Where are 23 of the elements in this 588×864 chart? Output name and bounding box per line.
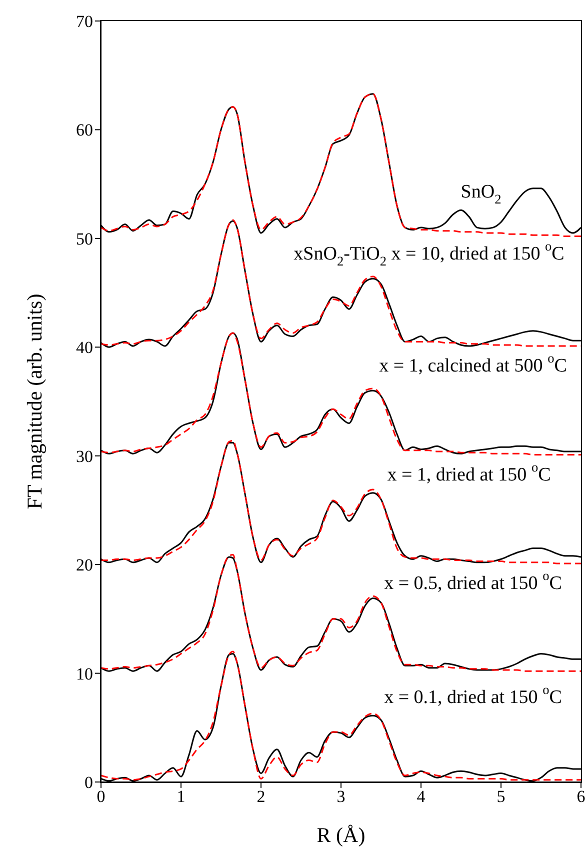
annotation: x = 0.5, dried at 150 $^{o}$C	[384, 568, 562, 594]
y-tick-label: 10	[76, 664, 93, 684]
y-tick-label: 40	[76, 338, 93, 358]
annotation: xSnO$_{2}$-TiO$_{2}$ x = 10, dried at 150 $^{o}$C	[294, 238, 564, 269]
y-tick-label: 20	[76, 556, 93, 575]
x-tick-label: 5	[496, 787, 506, 806]
annotation: x = 0.1, dried at 150 $^{o}$C	[384, 682, 562, 708]
x-tick-label: 3	[336, 787, 346, 806]
y-tick-label: 30	[76, 446, 93, 466]
x-tick-label: 6	[576, 787, 586, 806]
annotation: x = 1, calcined at 500 $^{o}$C	[379, 350, 567, 376]
x-tick-label: 4	[416, 787, 426, 806]
y-axis-title: FT magnitude (arb. units)	[22, 294, 46, 510]
y-tick-label: 0	[84, 773, 93, 792]
y-tick-label: 60	[76, 120, 93, 140]
x-tick-label: 1	[176, 787, 186, 806]
annotation: x = 1, dried at 150 $^{o}$C	[387, 459, 551, 485]
y-tick-label: 50	[76, 229, 93, 248]
x-tick-label: 2	[256, 787, 266, 806]
x-tick-label: 0	[96, 787, 106, 806]
y-tick-label: 70	[76, 12, 93, 32]
annotation: SnO$_{2}$	[460, 181, 502, 207]
x-axis-title: R (Å)	[316, 823, 366, 847]
